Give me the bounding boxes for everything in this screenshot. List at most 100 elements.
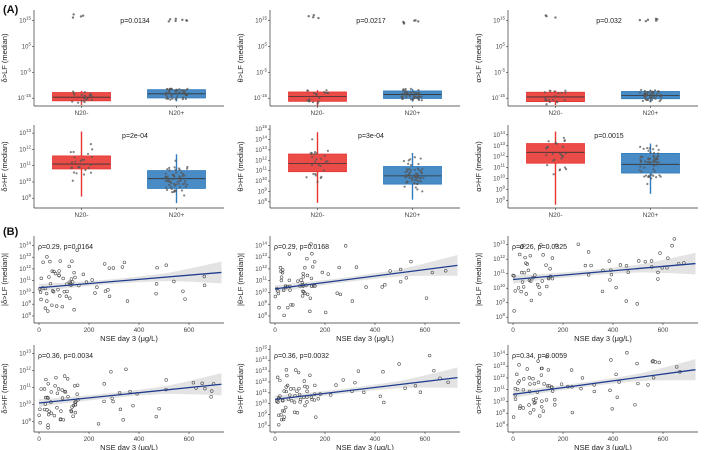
data-point <box>58 259 62 263</box>
data-point <box>378 394 383 399</box>
data-point <box>650 177 653 180</box>
data-point <box>523 255 527 260</box>
data-point <box>181 97 185 101</box>
data-point <box>164 172 167 175</box>
data-point <box>420 171 424 175</box>
data-point <box>645 174 648 177</box>
data-point <box>89 171 93 174</box>
y-tick-label: 1010 <box>255 399 267 408</box>
y-tick-label: 1012 <box>493 152 505 161</box>
data-point <box>640 170 643 173</box>
data-point <box>380 285 384 289</box>
data-point <box>545 103 548 106</box>
data-point <box>102 382 106 386</box>
data-point <box>529 298 534 303</box>
data-point <box>184 185 187 188</box>
y-tick-label: 1011 <box>256 276 268 285</box>
y-tick-label: 1010 <box>19 177 31 186</box>
data-point <box>313 383 317 388</box>
data-point <box>312 260 317 264</box>
data-point <box>565 167 568 171</box>
data-point <box>648 157 652 160</box>
data-point <box>318 96 321 100</box>
data-point <box>548 99 551 102</box>
outlier-point <box>72 13 75 16</box>
data-point <box>317 100 320 103</box>
panel-10: 1013 1012 1011 1010 109 δ>HF (median) ρ=0.36, … <box>0 345 224 450</box>
data-point <box>172 182 176 185</box>
data-point <box>72 150 75 154</box>
data-point <box>416 175 420 179</box>
data-point <box>648 147 651 150</box>
data-point <box>415 179 418 182</box>
data-point <box>675 365 679 369</box>
y-tick-label: 1013 <box>255 252 267 261</box>
y-tick-label: 1011 <box>494 163 506 172</box>
data-point <box>60 388 64 392</box>
data-point <box>183 297 187 301</box>
data-point <box>313 153 316 156</box>
data-point <box>648 96 651 100</box>
data-point <box>405 95 408 99</box>
data-point <box>550 256 555 260</box>
data-point <box>421 190 424 193</box>
data-point <box>424 296 429 300</box>
data-point <box>173 166 176 169</box>
data-point <box>405 94 408 97</box>
data-point <box>554 95 557 98</box>
x-tick-label: 600 <box>658 327 669 334</box>
data-point <box>518 406 522 410</box>
data-point <box>615 395 619 399</box>
data-point <box>650 161 653 164</box>
data-point <box>398 279 403 284</box>
data-point <box>315 93 318 96</box>
y-tick-label: 1012 <box>19 366 31 375</box>
data-point <box>51 290 56 294</box>
data-point <box>125 299 130 303</box>
x-axis-label: NSE day 3 (μg/L) <box>574 443 632 450</box>
panel-9: 1013 1012 1011 1010 109 108 |α>LF (median)| ρ=0… <box>474 236 698 343</box>
data-point <box>657 90 660 93</box>
y-tick-label: 109 <box>496 408 506 417</box>
y-tick-label: 1012 <box>19 144 31 153</box>
data-point <box>72 90 75 93</box>
data-point <box>657 360 661 365</box>
data-point <box>545 384 550 388</box>
data-point <box>364 285 368 289</box>
data-point <box>184 179 187 183</box>
data-point <box>122 260 127 265</box>
data-point <box>60 305 64 309</box>
data-point <box>649 151 652 154</box>
data-point <box>275 399 279 403</box>
data-point <box>285 373 289 378</box>
data-point <box>210 389 214 393</box>
data-point <box>75 383 80 387</box>
data-point <box>562 136 565 139</box>
data-point <box>516 286 521 290</box>
data-point <box>544 98 547 102</box>
data-point <box>166 177 170 180</box>
data-point <box>659 175 662 178</box>
x-axis-label: NSE day 3 (μg/L) <box>100 334 158 343</box>
x-tick-label: 400 <box>370 436 381 443</box>
data-point <box>645 93 648 96</box>
data-point <box>547 140 550 143</box>
data-point <box>570 410 575 415</box>
box-N20- <box>52 92 111 102</box>
x-tick-label: N20+ <box>169 110 185 117</box>
data-point <box>59 409 63 413</box>
data-point <box>83 101 86 104</box>
p-value: p=0.0134 <box>120 18 149 25</box>
data-point <box>60 396 65 400</box>
data-point <box>186 165 189 169</box>
data-point <box>277 423 281 427</box>
data-point <box>279 275 284 279</box>
data-point <box>121 418 125 422</box>
data-point <box>282 409 287 413</box>
data-point <box>636 381 640 386</box>
data-point <box>583 263 588 268</box>
data-point <box>169 98 172 101</box>
data-point <box>417 162 420 166</box>
x-tick-label: 200 <box>84 436 95 443</box>
y-tick-label: 1011 <box>256 166 268 175</box>
